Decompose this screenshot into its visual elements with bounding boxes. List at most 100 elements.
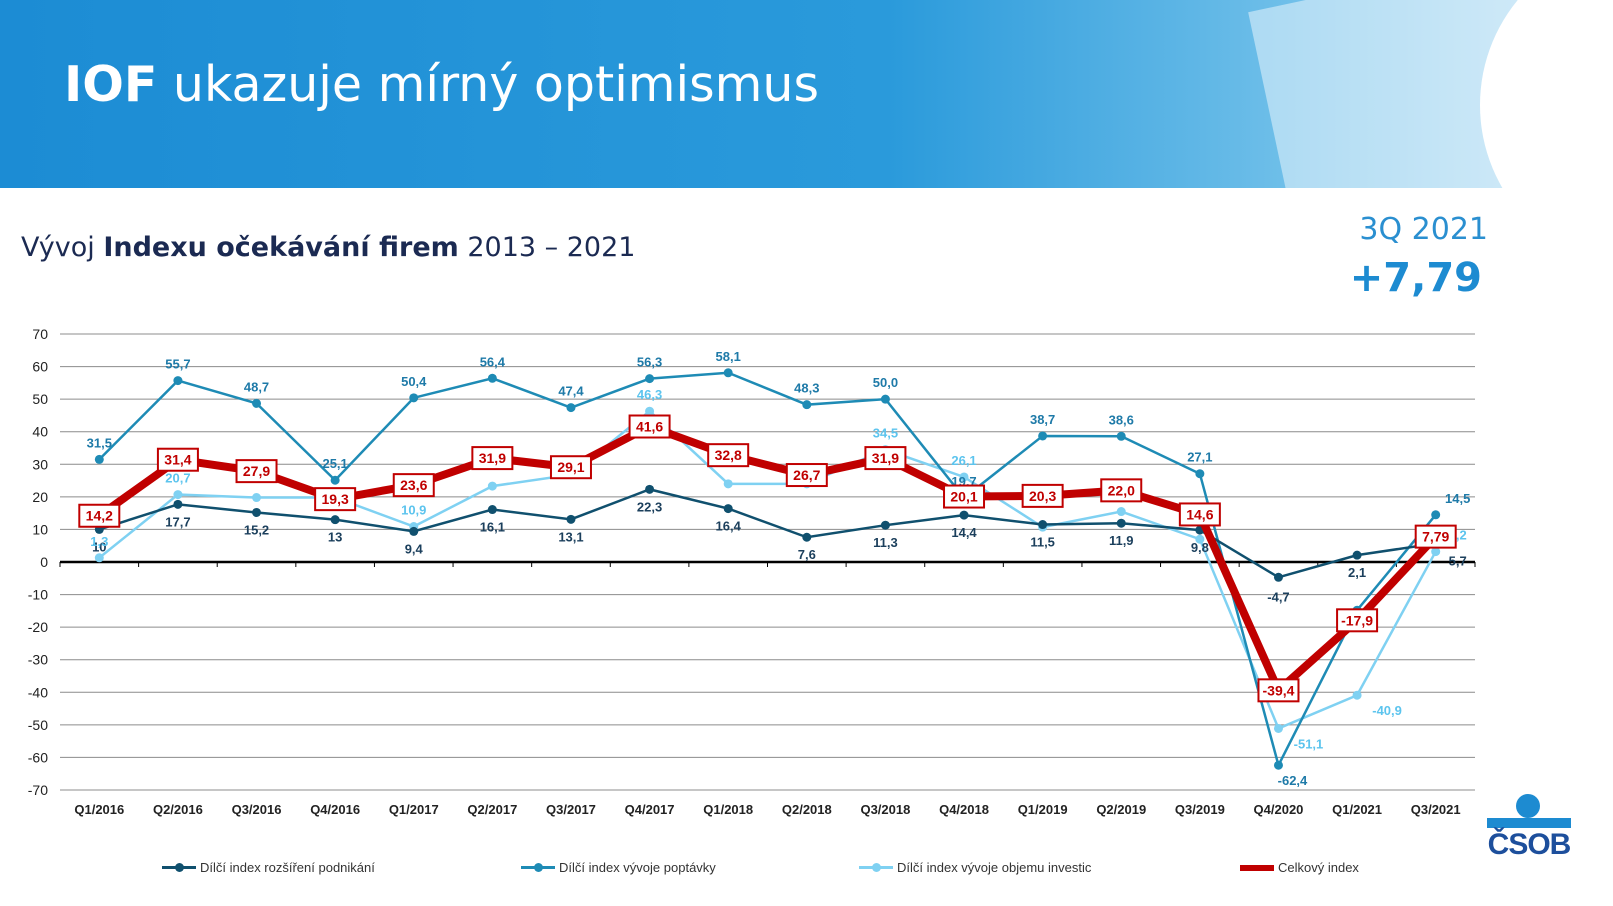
x-tick-label: Q2/2018 <box>782 802 832 817</box>
legend-label-poptavky: Dílčí index vývoje poptávky <box>559 860 716 875</box>
point-investic <box>1352 690 1362 700</box>
point-investic <box>94 553 104 563</box>
header-curve <box>1480 0 1613 188</box>
y-tick-label: 10 <box>32 521 48 537</box>
data-label-investic: 26,1 <box>951 453 976 468</box>
point-investic <box>1431 547 1441 557</box>
point-rozsireni <box>723 504 733 514</box>
y-tick-label: -70 <box>28 782 48 798</box>
page-title-bold: IOF <box>64 56 158 113</box>
series-line-investic <box>98 409 1437 731</box>
data-label-box-celkovy <box>1178 502 1221 527</box>
data-label-rozsireni: 11,3 <box>873 535 898 550</box>
logo-bar-shape <box>1487 818 1571 828</box>
data-label-celkovy: 7,79 <box>1422 529 1449 545</box>
x-tick-label: Q1/2021 <box>1332 802 1382 817</box>
data-label-celkovy: 19,3 <box>322 491 349 507</box>
point-investic <box>252 493 262 503</box>
y-tick-label: 70 <box>32 326 48 342</box>
point-poptavky <box>1038 431 1048 441</box>
point-poptavky <box>173 376 183 386</box>
data-label-celkovy: -39,4 <box>1263 682 1295 698</box>
point-rozsireni <box>252 507 262 517</box>
data-label-box-celkovy <box>1336 608 1379 633</box>
point-poptavky <box>566 403 576 413</box>
data-label-rozsireni: 16,4 <box>716 519 742 534</box>
data-label-investic: 34,5 <box>873 426 898 441</box>
data-label-rozsireni: 11,9 <box>1109 533 1134 548</box>
point-rozsireni <box>1116 518 1126 528</box>
data-label-poptavky: 25,1 <box>322 456 347 471</box>
x-tick-label: Q3/2021 <box>1411 802 1461 817</box>
y-tick-label: 30 <box>32 456 48 472</box>
data-label-celkovy: 14,2 <box>86 508 113 524</box>
y-tick-label: 40 <box>32 424 48 440</box>
legend-swatch-rozsireni <box>162 863 196 872</box>
data-label-box-celkovy <box>314 487 357 512</box>
y-tick-label: -10 <box>28 587 48 603</box>
legend-item-poptavky: Dílčí index vývoje poptávky <box>521 860 716 875</box>
legend-swatch-celkovy <box>1240 864 1274 871</box>
data-label-rozsireni: 13 <box>328 530 342 545</box>
data-label-box-celkovy <box>628 414 671 439</box>
data-label-rozsireni: 13,1 <box>558 529 583 544</box>
data-label-celkovy: 29,1 <box>557 459 584 475</box>
data-label-celkovy: 20,3 <box>1029 488 1056 504</box>
kpi-quarter: 3Q 2021 <box>1359 212 1488 247</box>
data-label-poptavky: -62,4 <box>1278 773 1308 788</box>
data-label-celkovy: 20,1 <box>950 489 977 505</box>
y-tick-label: 20 <box>32 489 48 505</box>
legend-label-investic: Dílčí index vývoje objemu investic <box>897 860 1092 875</box>
y-tick-label: 50 <box>32 391 48 407</box>
data-label-box-celkovy <box>471 446 514 471</box>
data-label-rozsireni: 14,4 <box>951 525 977 540</box>
data-label-box-celkovy <box>549 455 592 480</box>
header-banner: IOF ukazuje mírný optimismus <box>0 0 1613 188</box>
x-tick-label: Q1/2019 <box>1018 802 1068 817</box>
point-rozsireni <box>330 515 340 525</box>
point-poptavky <box>1273 760 1283 770</box>
x-tick-label: Q3/2016 <box>232 802 282 817</box>
data-label-poptavky: 55,7 <box>165 357 190 372</box>
data-label-rozsireni: 9,4 <box>405 541 424 556</box>
point-rozsireni <box>566 514 576 524</box>
data-label-box-celkovy <box>1021 483 1064 508</box>
y-tick-label: -40 <box>28 684 48 700</box>
data-label-rozsireni: 22,3 <box>637 499 662 514</box>
chart-title-post: 2013 – 2021 <box>458 232 636 263</box>
x-tick-label: Q4/2016 <box>310 802 360 817</box>
point-rozsireni <box>1038 520 1048 530</box>
data-label-poptavky: 50,0 <box>873 375 898 390</box>
data-label-investic: 20,7 <box>165 471 190 486</box>
series-line-celkovy <box>96 422 1439 695</box>
y-tick-label: -20 <box>28 619 48 635</box>
legend-item-rozsireni: Dílčí index rozšíření podnikání <box>162 860 375 875</box>
data-label-rozsireni: 16,1 <box>480 520 505 535</box>
chart-title: Vývoj Indexu očekávání firem 2013 – 2021 <box>21 232 635 263</box>
point-poptavky <box>487 373 497 383</box>
data-label-rozsireni: 5,7 <box>1449 553 1467 568</box>
data-label-box-celkovy <box>392 473 435 498</box>
x-tick-label: Q4/2020 <box>1254 802 1304 817</box>
data-label-box-celkovy <box>78 503 121 528</box>
data-label-celkovy: 14,6 <box>1186 506 1213 522</box>
data-label-box-celkovy <box>707 443 750 468</box>
data-label-poptavky: 47,4 <box>558 384 584 399</box>
logo-head-shape <box>1516 794 1540 818</box>
point-rozsireni <box>1352 550 1362 560</box>
x-tick-label: Q4/2017 <box>625 802 675 817</box>
data-label-box-celkovy <box>235 459 278 484</box>
data-label-rozsireni: 11,5 <box>1030 535 1055 550</box>
data-label-poptavky: 56,4 <box>480 354 506 369</box>
point-poptavky <box>409 393 419 403</box>
legend-item-investic: Dílčí index vývoje objemu investic <box>859 860 1091 875</box>
data-label-box-celkovy <box>1414 524 1457 549</box>
chart-title-pre: Vývoj <box>21 232 104 263</box>
point-investic <box>487 481 497 491</box>
legend-swatch-investic <box>859 863 893 872</box>
data-label-poptavky: 58,1 <box>716 349 741 364</box>
chart-legend: Dílčí index rozšíření podnikání Dílčí in… <box>0 860 1613 880</box>
data-label-poptavky: 38,6 <box>1109 412 1134 427</box>
data-label-celkovy: 26,7 <box>793 467 820 483</box>
data-label-poptavky: 27,1 <box>1187 450 1212 465</box>
